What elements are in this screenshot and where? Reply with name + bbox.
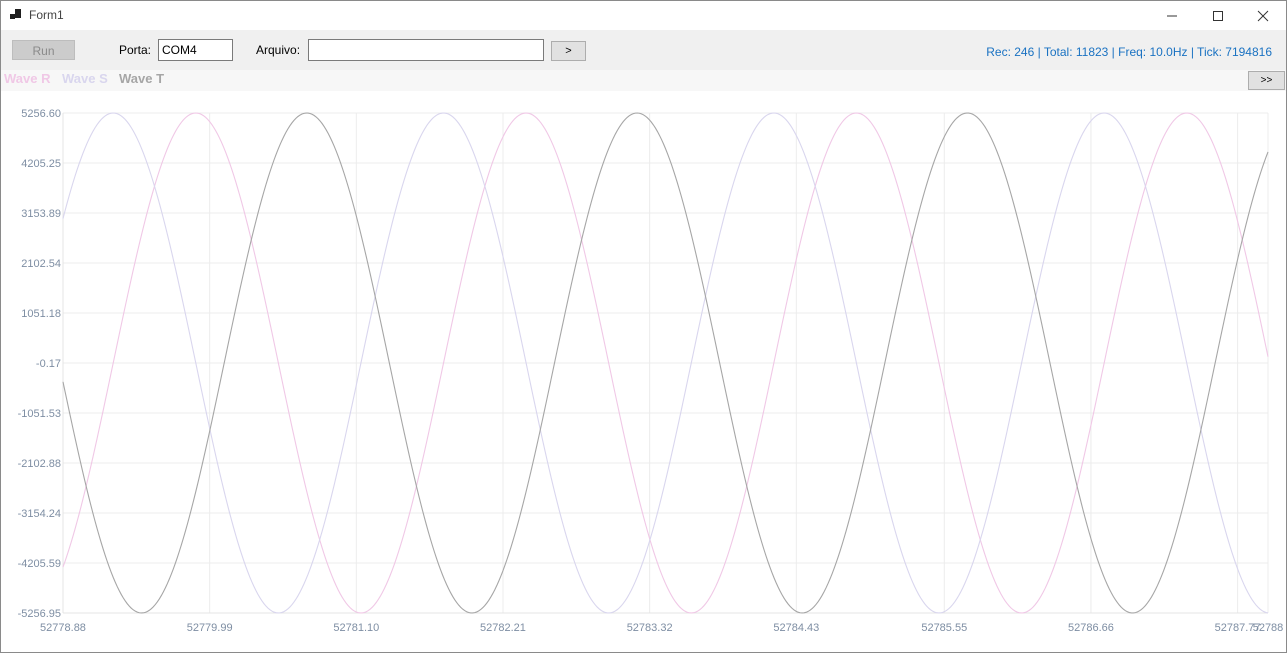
toolbar: Run Porta: Arquivo: > Rec: 246 | Total: … <box>1 30 1286 70</box>
x-tick-label: 52781.10 <box>333 622 379 634</box>
title-bar[interactable]: Form1 <box>1 1 1286 30</box>
y-tick-label: 5256.60 <box>21 108 61 120</box>
close-icon <box>1257 10 1269 21</box>
y-tick-label: -3154.24 <box>18 508 61 520</box>
y-tick-label: -5256.95 <box>18 608 61 620</box>
x-tick-label: 52785.55 <box>921 622 967 634</box>
minimize-button[interactable] <box>1149 1 1195 30</box>
x-tick-label: 52787.77 <box>1215 622 1261 634</box>
arquivo-input[interactable] <box>308 39 544 61</box>
y-tick-label: 4205.25 <box>21 158 61 170</box>
x-axis-ticks: 52778.88 52779.99 52781.10 52782.21 52783.32… <box>40 622 1283 634</box>
wave-chart[interactable]: 5256.60 4205.25 3153.89 2102.54 1051.18 -0.17… <box>1 91 1286 651</box>
legend-bar: Wave R Wave S Wave T >> <box>1 70 1286 91</box>
series-line-wave-r <box>62 112 1269 614</box>
chart-grid <box>62 112 1269 614</box>
y-tick-label: 2102.54 <box>21 258 61 270</box>
app-icon <box>10 9 21 19</box>
legend-item-wave-r[interactable]: Wave R <box>4 71 51 86</box>
porta-input[interactable] <box>158 39 233 61</box>
x-tick-label: 52782.21 <box>480 622 526 634</box>
y-tick-label: -2102.88 <box>18 458 61 470</box>
x-tick-label: 52778.88 <box>40 622 86 634</box>
expand-button[interactable]: >> <box>1248 71 1285 90</box>
y-axis-ticks: 5256.60 4205.25 3153.89 2102.54 1051.18 -0.17… <box>18 108 61 620</box>
x-tick-label: 52779.99 <box>187 622 233 634</box>
y-tick-label: -4205.59 <box>18 558 61 570</box>
chart-series <box>62 112 1269 614</box>
maximize-button[interactable] <box>1195 1 1241 30</box>
y-tick-label: 1051.18 <box>21 308 61 320</box>
x-tick-label: 52783.32 <box>627 622 673 634</box>
close-button[interactable] <box>1240 1 1286 30</box>
series-line-wave-t <box>62 112 1269 614</box>
x-tick-label: 52788 <box>1253 622 1284 634</box>
minimize-icon <box>1167 15 1177 16</box>
legend-item-wave-t[interactable]: Wave T <box>119 71 165 86</box>
series-line-wave-s <box>62 112 1269 614</box>
y-tick-label: 3153.89 <box>21 208 61 220</box>
x-tick-label: 52784.43 <box>773 622 819 634</box>
run-button[interactable]: Run <box>12 40 75 60</box>
legend-item-wave-s[interactable]: Wave S <box>62 71 108 86</box>
status-text: Rec: 246 | Total: 11823 | Freq: 10.0Hz |… <box>986 45 1272 59</box>
y-tick-label: -1051.53 <box>18 408 61 420</box>
browse-button[interactable]: > <box>551 41 586 61</box>
arquivo-label: Arquivo: <box>256 43 301 57</box>
x-tick-label: 52786.66 <box>1068 622 1114 634</box>
porta-label: Porta: <box>119 43 152 57</box>
y-tick-label: -0.17 <box>36 358 61 370</box>
window-title: Form1 <box>29 8 64 22</box>
maximize-icon <box>1213 10 1223 21</box>
